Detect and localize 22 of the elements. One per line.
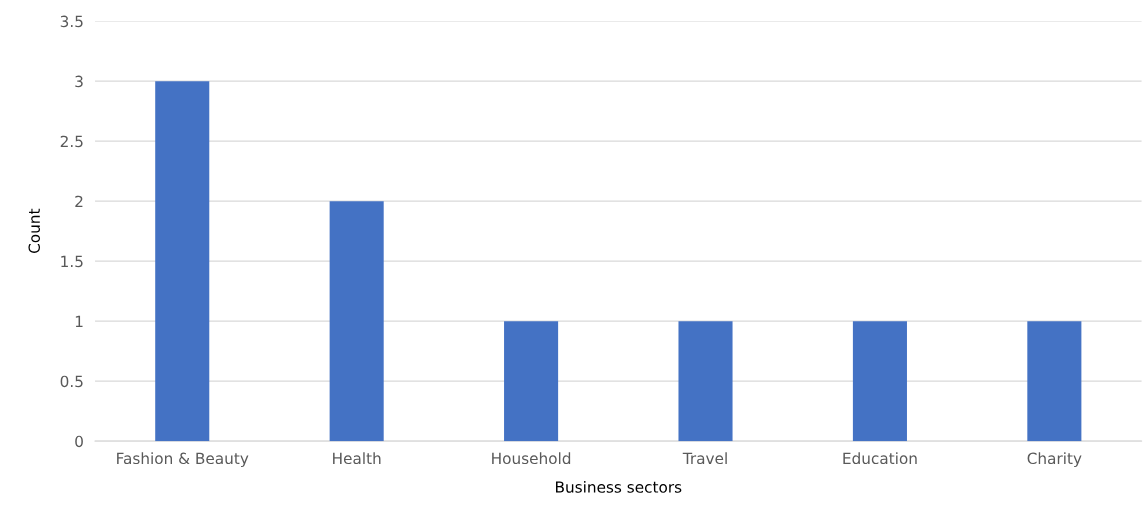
bar <box>678 321 733 442</box>
x-axis-title: Business sectors <box>556 480 682 493</box>
y-tick-label: 3 <box>75 75 83 88</box>
x-tick-label: Household <box>492 452 571 465</box>
bar <box>852 321 907 442</box>
bar <box>1027 321 1082 442</box>
y-tick-label: 1 <box>75 315 83 327</box>
x-tick-label: Charity <box>1027 452 1082 468</box>
y-tick-label: 0 <box>75 435 83 448</box>
y-tick-label: 1.5 <box>61 255 83 268</box>
y-tick-label: 3.5 <box>60 15 83 28</box>
y-tick-label: 2 <box>75 195 83 207</box>
x-tick-label: Health <box>333 452 381 465</box>
y-tick-label: 2.5 <box>60 135 83 148</box>
y-tick-label: 0.5 <box>60 375 83 388</box>
bar <box>329 201 384 442</box>
bar <box>155 81 210 442</box>
x-tick-label: Education <box>843 452 917 465</box>
x-tick-label: Travel <box>682 452 727 465</box>
y-axis-title: Count <box>28 208 40 253</box>
x-tick-label: Fashion & Beauty <box>117 452 249 468</box>
bar <box>504 321 559 442</box>
